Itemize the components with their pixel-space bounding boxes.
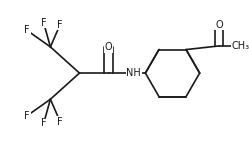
Text: NH: NH — [126, 68, 141, 78]
Text: O: O — [105, 42, 112, 52]
Text: F: F — [57, 20, 63, 30]
Text: F: F — [24, 111, 30, 121]
Text: F: F — [41, 18, 46, 28]
Text: F: F — [24, 25, 30, 35]
Text: O: O — [215, 20, 223, 30]
Text: F: F — [57, 117, 63, 127]
Text: F: F — [41, 119, 46, 129]
Text: CH₃: CH₃ — [231, 41, 249, 51]
